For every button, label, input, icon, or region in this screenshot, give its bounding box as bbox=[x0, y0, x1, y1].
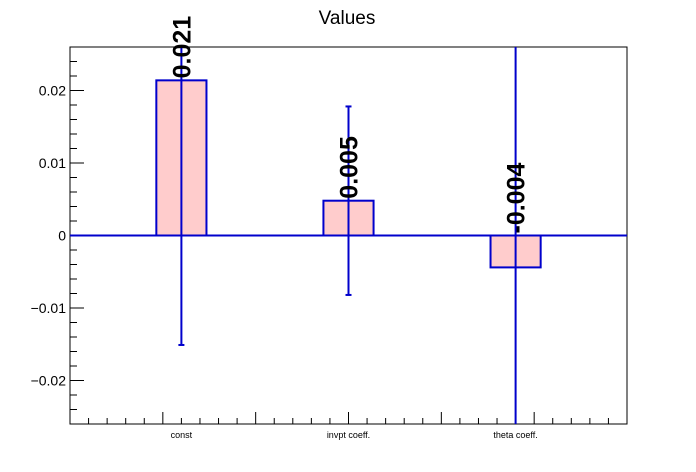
bars-layer bbox=[70, 47, 627, 424]
y-tick-label: 0.02 bbox=[39, 83, 66, 99]
chart-title: Values bbox=[319, 8, 376, 29]
data-label: 0.005 bbox=[336, 136, 364, 199]
y-tick-label: −0.01 bbox=[31, 300, 67, 316]
labels-layer: const 0.021 invpt coeff. 0.005 theta coeff. -… bbox=[168, 16, 537, 440]
data-label: 0.021 bbox=[168, 16, 196, 79]
y-tick-label: −0.02 bbox=[31, 373, 67, 389]
y-tick-label: 0 bbox=[58, 228, 66, 244]
category-label: const bbox=[171, 430, 193, 440]
category-label: theta coeff. bbox=[493, 430, 537, 440]
axis-ticks: −0.02 −0.01 0 0.01 0.02 bbox=[31, 46, 628, 425]
data-label: -0.004 bbox=[503, 163, 531, 234]
category-label: invpt coeff. bbox=[327, 430, 370, 440]
y-tick-label: 0.01 bbox=[39, 155, 66, 171]
